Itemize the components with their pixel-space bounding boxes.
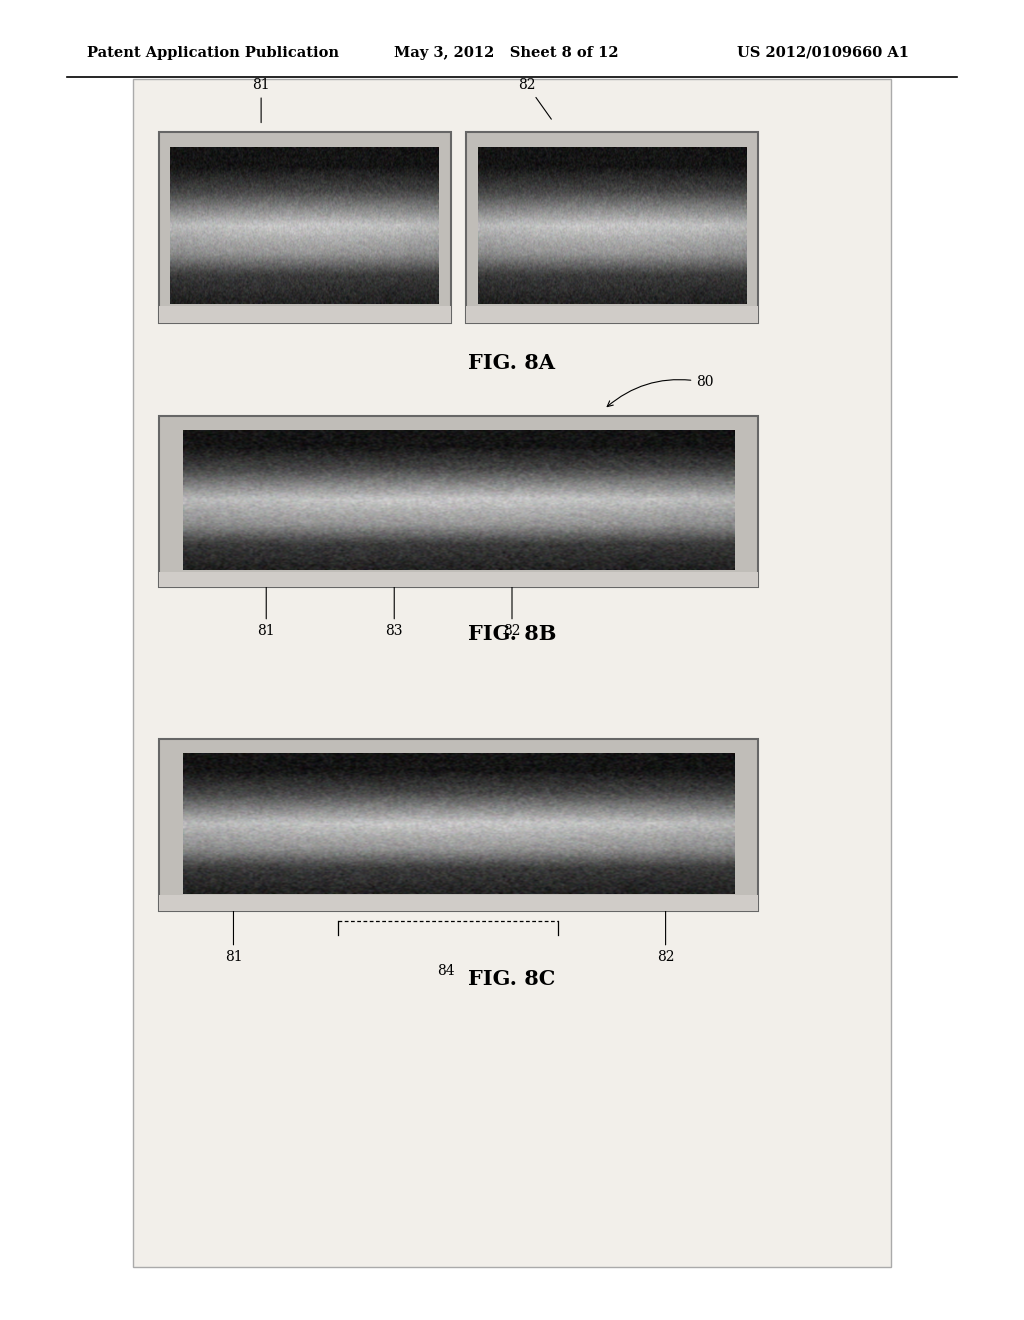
Text: FIG. 8C: FIG. 8C: [468, 969, 556, 990]
Bar: [466, 306, 758, 323]
Text: 83: 83: [385, 585, 403, 639]
Text: May 3, 2012   Sheet 8 of 12: May 3, 2012 Sheet 8 of 12: [394, 46, 618, 59]
Bar: [466, 132, 758, 323]
Text: 80: 80: [607, 375, 714, 407]
Bar: [159, 132, 451, 323]
Text: 82: 82: [518, 78, 551, 119]
Bar: [159, 895, 758, 911]
Text: 81: 81: [252, 78, 270, 123]
Text: 84: 84: [436, 964, 455, 978]
Text: FIG. 8B: FIG. 8B: [468, 623, 556, 644]
Bar: [159, 572, 758, 587]
Text: 82: 82: [503, 585, 521, 639]
Text: US 2012/0109660 A1: US 2012/0109660 A1: [737, 46, 909, 59]
Text: Patent Application Publication: Patent Application Publication: [87, 46, 339, 59]
Bar: [159, 306, 451, 323]
Text: 81: 81: [224, 908, 243, 965]
Bar: [159, 416, 758, 587]
Text: 81: 81: [257, 585, 275, 639]
Text: FIG. 8A: FIG. 8A: [469, 352, 555, 374]
Bar: [159, 739, 758, 911]
Bar: [133, 79, 891, 1267]
Text: 82: 82: [656, 908, 675, 965]
